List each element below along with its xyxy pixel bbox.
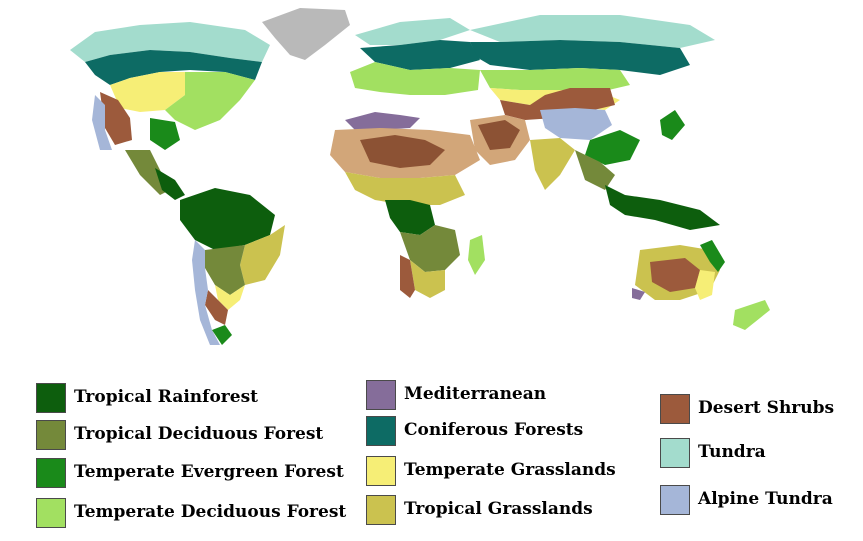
legend-label: Tundra [698,442,766,462]
greenland-ice [262,8,350,60]
legend-label: Coniferous Forests [404,420,584,440]
africa [330,128,485,298]
legend-swatch [660,438,690,468]
legend-swatch [366,380,396,410]
legend-label: Temperate Grasslands [404,460,616,480]
south-america [180,188,285,345]
legend-label: Temperate Deciduous Forest [74,502,347,522]
legend-label: Tropical Grasslands [404,499,593,519]
legend-swatch [36,420,66,450]
legend-label: Tropical Rainforest [74,387,258,407]
legend-label: Temperate Evergreen Forest [74,462,344,482]
europe [345,18,480,130]
legend-swatch [660,485,690,515]
legend-swatch [36,383,66,413]
legend-label: Mediterranean [404,384,547,404]
world-biome-map [70,8,770,345]
asia [470,15,720,230]
legend-swatch [36,498,66,528]
legend-swatch [366,456,396,486]
legend-swatch [36,458,66,488]
legend-swatch [366,495,396,525]
legend-label: Alpine Tundra [698,489,833,509]
legend-label: Tropical Deciduous Forest [74,424,324,444]
legend-swatch [660,394,690,424]
australia [632,240,770,330]
legend-label: Desert Shrubs [698,398,835,418]
legend-swatch [366,416,396,446]
north-america [70,22,270,200]
